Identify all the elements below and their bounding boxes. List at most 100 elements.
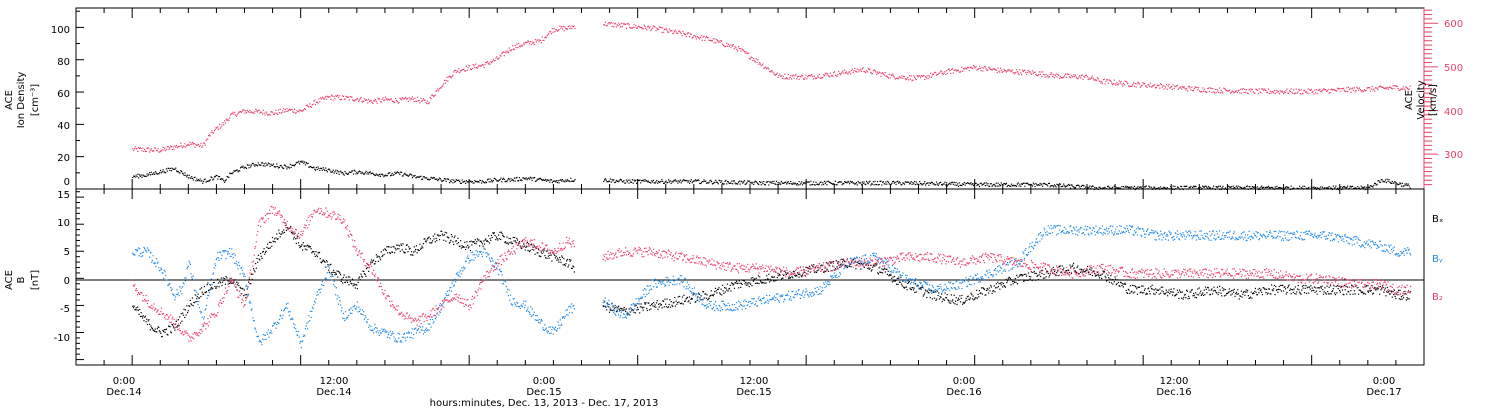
velocity-point [393, 102, 395, 104]
velocity-point [1139, 86, 1141, 88]
density-point [220, 177, 222, 180]
Bx-point [1343, 294, 1345, 296]
velocity-point [810, 74, 812, 76]
Bx-point [644, 303, 646, 305]
density-point [145, 175, 147, 177]
velocity-point [606, 25, 608, 27]
velocity-point [1220, 89, 1222, 92]
density-point [753, 183, 755, 185]
Bx-point [949, 300, 951, 302]
density-point [572, 180, 574, 182]
Bx-point [202, 293, 204, 295]
density-point [1305, 187, 1307, 189]
velocity-point [257, 109, 259, 111]
density-point [936, 183, 938, 185]
velocity-point [1087, 78, 1089, 81]
velocity-point [1156, 84, 1158, 86]
density-point [1184, 185, 1186, 188]
velocity-point [1253, 92, 1255, 94]
Bx-point [642, 309, 644, 311]
velocity-point [651, 28, 653, 30]
velocity-point [1037, 74, 1040, 76]
Bx-point [209, 284, 211, 286]
density-point [982, 183, 984, 186]
velocity-point [1232, 90, 1234, 93]
velocity-point [630, 27, 633, 29]
Bx-point [877, 272, 879, 274]
density-point [730, 182, 732, 184]
density-point [765, 181, 767, 183]
density-point [454, 180, 457, 183]
density-point [309, 165, 312, 168]
density-point [1316, 187, 1318, 189]
Bx-point [284, 222, 286, 224]
velocity-point [694, 35, 696, 37]
velocity-point [1235, 90, 1238, 92]
Bx-point [304, 245, 306, 247]
Bx-point [488, 235, 490, 237]
density-point [668, 181, 671, 183]
density-point [290, 166, 292, 169]
velocity-point [518, 42, 520, 44]
Bx-point [941, 300, 943, 303]
Bx-point [971, 298, 974, 300]
Bx-point [1323, 291, 1325, 293]
velocity-point [203, 142, 205, 144]
Bx-point [653, 306, 656, 308]
velocity-point [215, 126, 217, 129]
velocity-point [608, 22, 610, 24]
Bx-point [168, 325, 170, 327]
Bx-point [761, 282, 763, 284]
density-point [744, 183, 746, 185]
density-point [556, 181, 558, 184]
density-point [478, 181, 480, 183]
Bx-point [895, 279, 897, 281]
Bx-point [1161, 290, 1163, 292]
Bx-point [229, 282, 231, 284]
velocity-point [841, 71, 843, 73]
Bx-point [1101, 273, 1103, 275]
Bx-point [271, 245, 273, 247]
Bx-point [664, 298, 666, 300]
Bx-point [716, 292, 718, 294]
velocity-point [515, 47, 517, 49]
density-point [1255, 186, 1257, 189]
velocity-point [1150, 86, 1152, 88]
density-point [1153, 186, 1155, 188]
velocity-point [418, 99, 420, 102]
density-point [349, 171, 351, 174]
velocity-point [750, 56, 752, 58]
Bx-point [310, 248, 312, 250]
velocity-point [999, 67, 1002, 69]
velocity-point [562, 25, 564, 28]
velocity-point [509, 49, 511, 51]
velocity-point [272, 113, 275, 115]
Bx-point [474, 242, 476, 244]
velocity-point [298, 109, 301, 111]
density-point [881, 184, 883, 186]
velocity-point [449, 76, 451, 78]
velocity-point [709, 39, 711, 41]
Bx-point [732, 284, 734, 286]
Bx-point [550, 254, 552, 256]
density-point [822, 182, 824, 184]
density-point [687, 181, 689, 183]
density-point [700, 182, 702, 185]
velocity-point [1091, 75, 1093, 77]
Bx-point [152, 329, 154, 331]
Bx-point [881, 268, 883, 270]
Bx-point [1185, 297, 1187, 299]
density-point [710, 179, 712, 181]
density-point [946, 185, 949, 187]
Bx-point [937, 294, 939, 297]
velocity-point [1257, 93, 1259, 95]
velocity-point [465, 65, 467, 67]
Bx-point [929, 289, 931, 291]
density-point [320, 167, 322, 169]
density-point [379, 173, 381, 176]
velocity-point [456, 70, 458, 72]
velocity-point [1196, 86, 1198, 88]
velocity-point [776, 72, 778, 74]
Bx-point [289, 227, 291, 229]
velocity-point [653, 25, 655, 28]
